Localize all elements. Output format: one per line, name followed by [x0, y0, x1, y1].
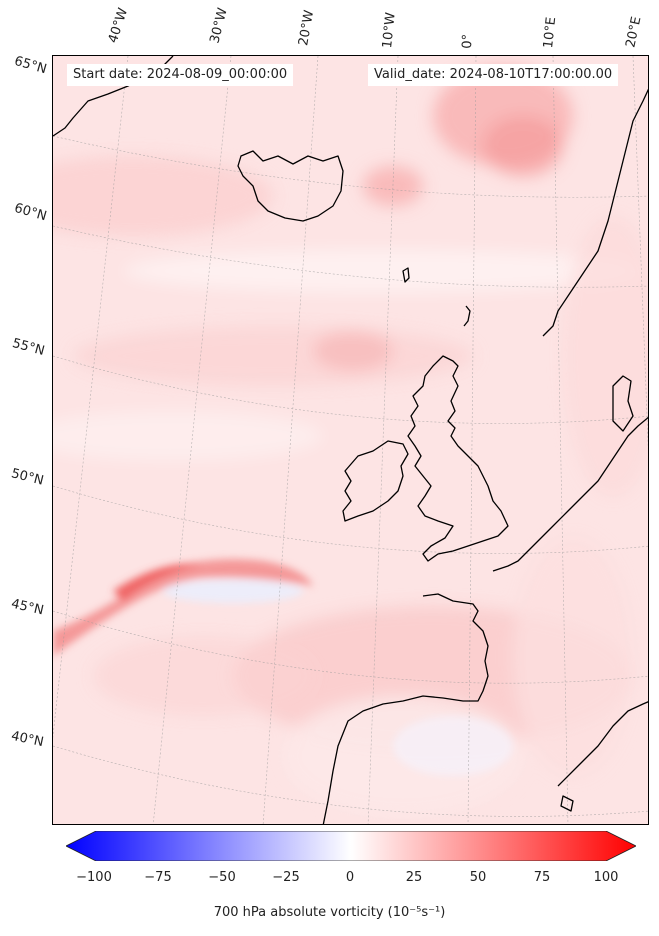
coast-faroes: [402, 267, 410, 283]
vorticity-field: [53, 66, 648, 816]
coast-shetland: [463, 305, 471, 327]
colorbar-tick: −25: [272, 870, 300, 885]
lon-label-10e: 10°E: [541, 16, 560, 50]
coast-islands: [560, 795, 574, 812]
coast-norway: [542, 88, 648, 337]
lat-label-65n: 65°N: [12, 53, 49, 78]
colorbar-tick: −75: [144, 870, 172, 885]
colorbar-label: 700 hPa absolute vorticity (10⁻⁵s⁻¹): [213, 905, 446, 920]
lon-label-30w: 30°W: [207, 6, 231, 46]
coast-mediterranean: [557, 701, 648, 787]
lat-label-50n: 50°N: [9, 466, 46, 489]
lat-label-40n: 40°N: [9, 728, 45, 751]
map-canvas: [53, 56, 648, 824]
colorbar: [66, 831, 636, 861]
colorbar-tick: 0: [345, 870, 355, 885]
colorbar-tick: 75: [533, 870, 551, 885]
coast-iceland: [237, 150, 344, 222]
coast-france-iberia: [322, 593, 489, 824]
start-date-label: Start date: 2024-08-09_00:00:00: [67, 64, 294, 86]
colorbar-tick: 50: [469, 870, 487, 885]
colorbar-tick: −100: [76, 870, 112, 885]
lat-label-45n: 45°N: [9, 596, 46, 619]
lon-label-20e: 20°E: [623, 15, 645, 50]
colorbar-tick: 25: [405, 870, 423, 885]
lat-label-60n: 60°N: [12, 200, 49, 225]
coast-great-britain: [407, 355, 509, 562]
vorticity-map: [52, 55, 649, 825]
colorbar-bar: [66, 831, 636, 861]
coast-continent: [492, 416, 648, 572]
graticule: [53, 56, 648, 824]
lon-label-20w: 20°W: [296, 9, 318, 48]
colorbar-tick: −50: [208, 870, 236, 885]
lon-label-40w: 40°W: [105, 6, 132, 45]
vorticity-band: [53, 559, 513, 776]
lon-label-10w: 10°W: [380, 11, 399, 50]
coast-denmark: [612, 375, 634, 432]
lat-label-55n: 55°N: [10, 336, 47, 359]
coast-ireland: [342, 440, 409, 522]
colorbar-tick: 100: [593, 870, 619, 885]
valid-date-label: Valid_date: 2024-08-10T17:00:00.00: [368, 64, 619, 86]
lon-label-0: 0°: [460, 33, 476, 49]
